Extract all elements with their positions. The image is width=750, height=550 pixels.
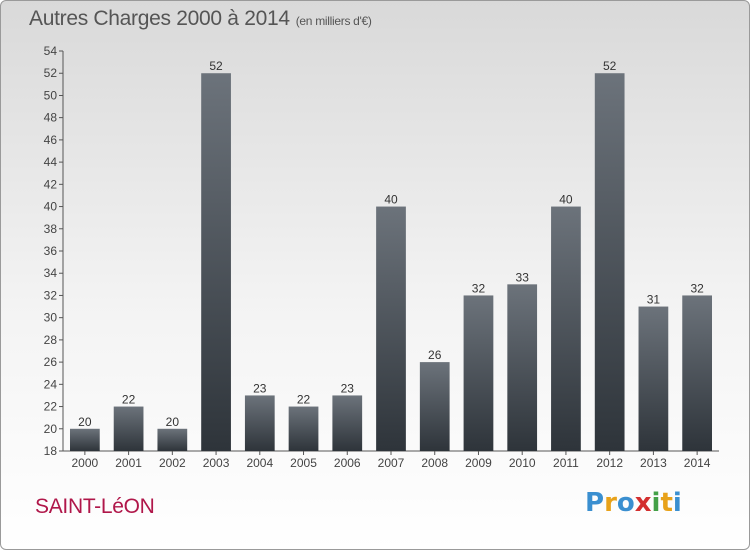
bar	[69, 428, 100, 451]
bar	[463, 295, 494, 451]
bar	[551, 206, 581, 451]
y-tick-label: 46	[44, 133, 58, 147]
x-tick-label: 2003	[203, 456, 230, 470]
x-tick-label: 2006	[334, 456, 361, 470]
title-text: Autres Charges 2000 à 2014	[29, 7, 290, 30]
y-tick-label: 54	[44, 44, 58, 58]
data-label: 33	[516, 270, 530, 284]
data-label: 52	[209, 59, 223, 73]
data-label: 26	[428, 348, 442, 362]
logo-letter: i	[672, 488, 682, 518]
y-tick-label: 44	[44, 155, 58, 169]
logo-letter: o	[616, 488, 635, 518]
y-tick-label: 42	[44, 177, 58, 191]
logo-letter: P	[585, 488, 605, 518]
x-tick-label: 2005	[290, 456, 317, 470]
x-tick-label: 2009	[465, 456, 492, 470]
x-tick-label: 2013	[640, 456, 667, 470]
data-label: 23	[253, 381, 267, 395]
y-tick-label: 34	[44, 266, 58, 280]
x-tick-label: 2004	[246, 456, 273, 470]
x-tick-label: 2008	[421, 456, 448, 470]
y-tick-label: 18	[44, 444, 58, 458]
bar	[419, 362, 450, 451]
data-label: 23	[341, 381, 355, 395]
x-tick-label: 2011	[553, 456, 579, 470]
data-label: 40	[384, 193, 398, 207]
y-tick-label: 36	[44, 244, 58, 258]
data-label: 22	[122, 393, 136, 407]
bar	[376, 206, 406, 451]
bar	[244, 395, 275, 451]
bar	[594, 73, 625, 451]
y-tick-label: 28	[44, 333, 58, 347]
logo-letter: r	[604, 488, 617, 518]
y-tick-label: 20	[44, 422, 58, 436]
bar	[113, 406, 144, 451]
data-label: 20	[78, 415, 92, 429]
bar	[332, 395, 363, 451]
y-tick-label: 24	[44, 377, 58, 391]
y-tick-label: 50	[44, 88, 58, 102]
y-tick-label: 32	[44, 288, 58, 302]
bar	[507, 284, 538, 451]
x-tick-label: 2000	[72, 456, 99, 470]
x-tick-label: 2014	[684, 456, 711, 470]
data-label: 22	[297, 393, 311, 407]
bar	[201, 73, 231, 451]
y-tick-label: 22	[44, 400, 58, 414]
data-label: 32	[690, 281, 704, 295]
data-label: 20	[166, 415, 180, 429]
logo-letter: x	[634, 488, 652, 518]
proxiti-logo: Proxiti	[585, 488, 682, 518]
y-tick-label: 30	[44, 311, 58, 325]
y-tick-label: 38	[44, 222, 58, 236]
data-label: 52	[603, 59, 617, 73]
bar	[682, 295, 713, 451]
bar	[157, 428, 188, 451]
unit-label: (en milliers d'€)	[295, 14, 372, 28]
logo-letter: t	[660, 488, 673, 518]
x-tick-label: 2001	[115, 456, 142, 470]
data-label: 40	[559, 193, 573, 207]
data-label: 31	[647, 293, 661, 307]
y-tick-label: 26	[44, 355, 58, 369]
x-tick-label: 2007	[378, 456, 405, 470]
chart-title: Autres Charges 2000 à 2014 (en milliers d…	[29, 7, 372, 31]
data-label: 32	[472, 281, 486, 295]
x-tick-label: 2012	[596, 456, 623, 470]
commune-name: SAINT-LéON	[35, 495, 155, 518]
y-tick-label: 40	[44, 200, 58, 214]
x-tick-label: 2010	[509, 456, 536, 470]
logo-letter: i	[651, 488, 661, 518]
y-tick-label: 52	[44, 66, 58, 80]
y-tick-label: 48	[44, 111, 58, 125]
bar	[288, 406, 319, 451]
bar	[638, 306, 669, 451]
x-tick-label: 2002	[159, 456, 186, 470]
